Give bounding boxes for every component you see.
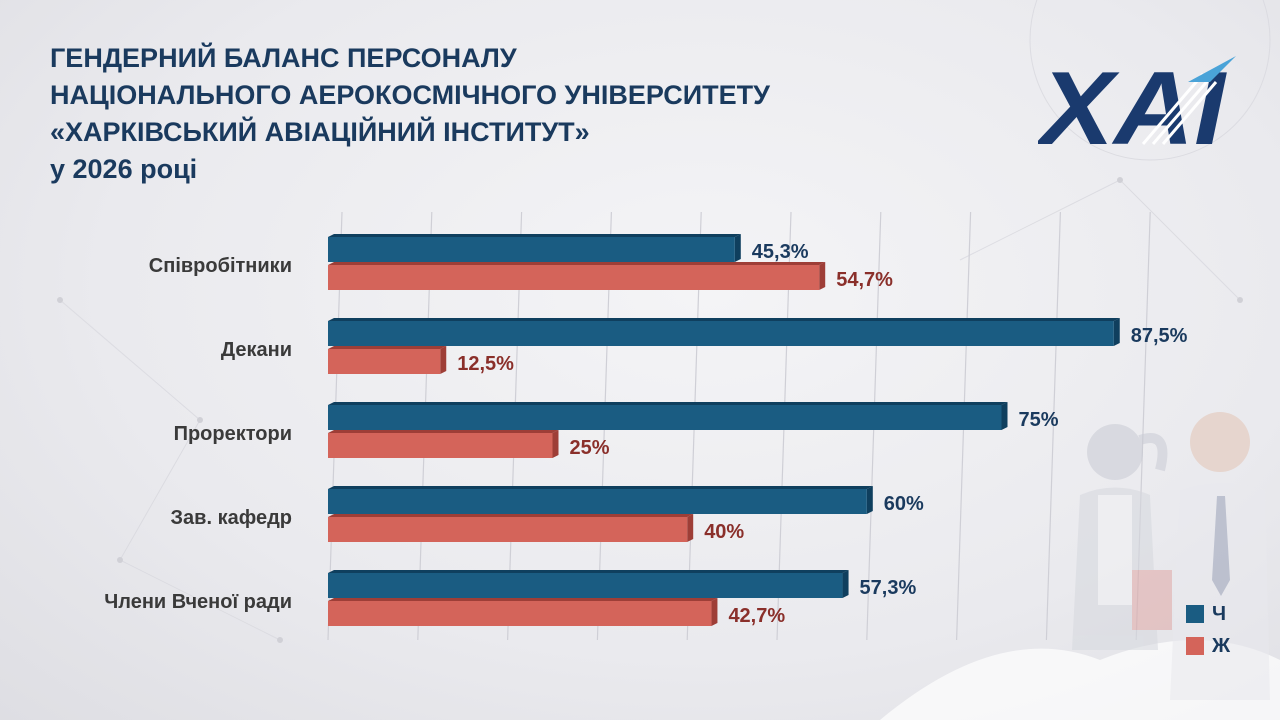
- bar-male: [328, 234, 741, 262]
- bar-female: [328, 346, 447, 374]
- value-label-male: 75%: [1019, 409, 1059, 431]
- title-line-4: у 2026 році: [50, 154, 198, 184]
- logo-text: ХАІ: [1038, 52, 1227, 152]
- logo-stripes-icon: [1141, 73, 1218, 145]
- value-label-female: 42,7%: [728, 605, 785, 627]
- value-label-female: 54,7%: [836, 269, 893, 291]
- bar-male: [328, 318, 1120, 346]
- value-label-male: 87,5%: [1131, 325, 1188, 347]
- category-label: Проректори: [174, 423, 292, 445]
- chart-title: ГЕНДЕРНИЙ БАЛАНС ПЕРСОНАЛУ НАЦІОНАЛЬНОГО…: [50, 40, 810, 188]
- category-labels: Співробітники Декани Проректори Зав. кафедр…: [104, 255, 292, 613]
- people-illustration: [1072, 412, 1270, 700]
- category-label: Декани: [221, 339, 292, 361]
- bar-female: [328, 430, 559, 458]
- value-label-male: 60%: [884, 493, 924, 515]
- bar-male: [328, 402, 1008, 430]
- value-label-male: 45,3%: [752, 241, 809, 263]
- bar-male: [328, 486, 873, 514]
- value-label-female: 12,5%: [457, 353, 514, 375]
- bar-female: [328, 262, 826, 290]
- category-label: Співробітники: [149, 255, 292, 277]
- grid-line: [1045, 211, 1061, 641]
- legend-swatch-male: [1186, 605, 1204, 623]
- legend-label-female: Ж: [1212, 634, 1231, 657]
- value-label-female: 40%: [704, 521, 744, 543]
- title-line-1: ГЕНДЕРНИЙ БАЛАНС ПЕРСОНАЛУ: [50, 43, 517, 73]
- legend-label-male: Ч: [1212, 602, 1227, 625]
- legend-item-male: Ч: [1186, 598, 1230, 630]
- legend: Ч Ж: [1186, 598, 1230, 662]
- bar-male: [328, 570, 849, 598]
- category-label: Члени Вченої ради: [104, 591, 292, 613]
- bar-female: [328, 514, 694, 542]
- category-label: Зав. кафедр: [171, 507, 292, 529]
- value-label-male: 57,3%: [860, 577, 917, 599]
- title-line-3: «ХАРКІВСЬКИЙ АВІАЦІЙНИЙ ІНСТИТУТ»: [50, 117, 590, 147]
- logo-plane-icon: [1188, 56, 1236, 82]
- bar-female: [328, 598, 718, 626]
- bars: [328, 234, 1120, 626]
- legend-swatch-female: [1186, 637, 1204, 655]
- legend-item-female: Ж: [1186, 630, 1230, 662]
- title-line-2: НАЦІОНАЛЬНОГО АЕРОКОСМІЧНОГО УНІВЕРСИТЕТ…: [50, 80, 770, 110]
- value-label-female: 25%: [570, 437, 610, 459]
- khai-logo: ХАІ: [1038, 52, 1236, 152]
- value-labels: 45,3% 54,7% 87,5% 12,5% 75% 25% 60% 40% 57,3% 42,…: [457, 241, 1187, 627]
